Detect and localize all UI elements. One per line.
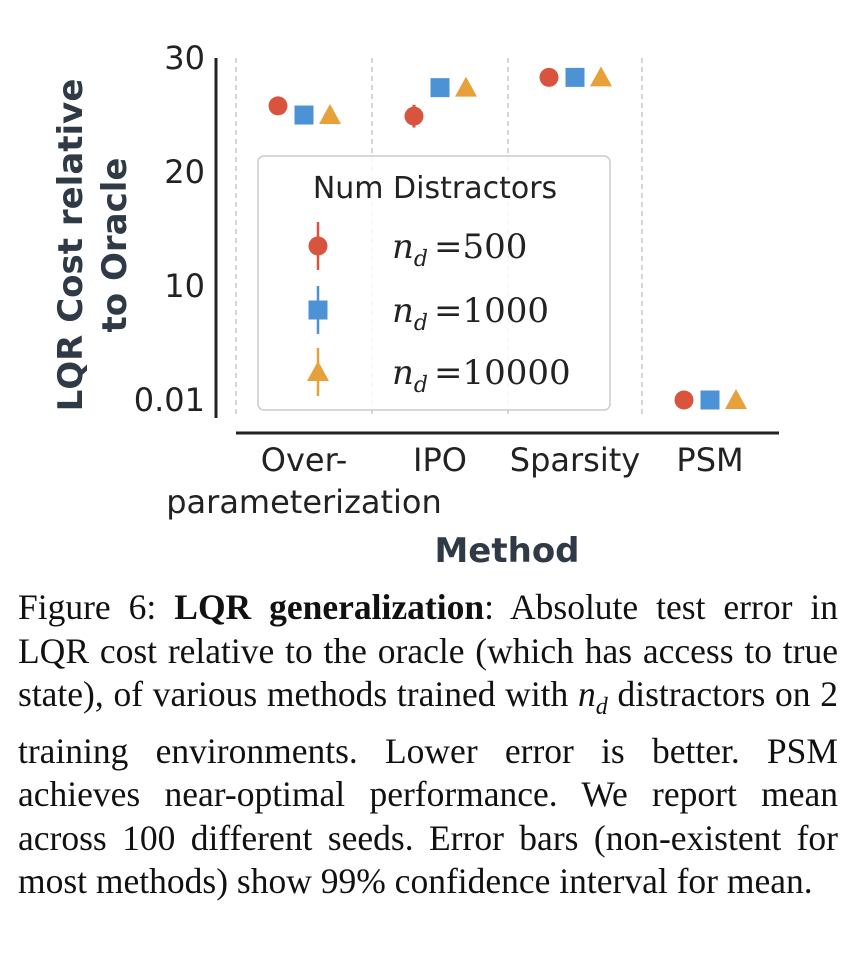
y-tick-label-0: 0.01 — [134, 381, 205, 419]
x-axis-label: Method — [434, 531, 579, 571]
legend-entry-1: nd =1000 — [308, 286, 549, 336]
x-tick-label-0-0: Over- — [261, 441, 347, 479]
point-s1-c1 — [430, 78, 450, 98]
legend-label-1: nd =1000 — [392, 291, 549, 336]
point-s0-c0 — [268, 96, 288, 116]
legend-marker-2 — [307, 361, 329, 381]
figure-label: Figure 6: — [18, 587, 157, 627]
point-s2-c0 — [319, 104, 341, 125]
y-axis-label-line-2: to Oracle — [95, 158, 135, 333]
caption-var: n — [578, 674, 596, 714]
legend-entry-2: nd =10000 — [307, 348, 571, 398]
legend-marker-0 — [308, 236, 328, 256]
figure-caption: Figure 6: LQR generalization: Absolute t… — [18, 586, 838, 904]
x-tick-label-0-1: parameterization — [166, 483, 442, 521]
caption-text-2: distractors on 2 training environments. … — [18, 674, 838, 902]
y-tick-label-3: 30 — [164, 39, 205, 77]
y-axis-label-line-1: LQR Cost relative — [51, 79, 91, 412]
point-s2-c3 — [725, 389, 747, 409]
legend-entry-0: nd =500 — [308, 222, 527, 272]
legend-label-0: nd =500 — [392, 227, 527, 272]
y-tick-labels: 0.01 10 20 30 — [134, 39, 205, 419]
point-s0-c1 — [404, 106, 424, 126]
legend: Num Distractors nd =500 nd =1000 nd =10000 — [257, 155, 611, 411]
legend-title: Num Distractors — [313, 171, 557, 206]
point-s0-c2 — [539, 67, 559, 87]
point-s2-c1 — [455, 76, 477, 97]
legend-entries: nd =500 nd =1000 nd =10000 — [307, 222, 571, 398]
data-points — [268, 66, 747, 410]
caption-var-sub: d — [595, 694, 608, 721]
legend-frame — [257, 155, 611, 411]
chart: 0.01 10 20 30 Over-parameterization IPO Spars… — [51, 39, 779, 571]
legend-label-2: nd =10000 — [392, 353, 571, 398]
y-tick-label-1: 10 — [164, 267, 205, 305]
caption-text-1: : Absolute test error in LQR cost relati… — [18, 587, 838, 714]
figure-title: LQR generalization — [174, 587, 485, 627]
point-s1-c0 — [294, 105, 314, 125]
x-tick-label-3-0: PSM — [676, 441, 743, 479]
point-s1-c2 — [565, 67, 585, 87]
legend-marker-1 — [308, 300, 328, 320]
x-tick-labels: Over-parameterization IPO Sparsity PSM — [166, 441, 743, 521]
point-s1-c3 — [700, 390, 720, 410]
point-s0-c3 — [674, 390, 694, 410]
point-s2-c2 — [590, 66, 612, 87]
x-tick-label-1-0: IPO — [413, 441, 467, 479]
x-tick-label-2-0: Sparsity — [510, 441, 640, 479]
y-tick-label-2: 20 — [164, 153, 205, 191]
